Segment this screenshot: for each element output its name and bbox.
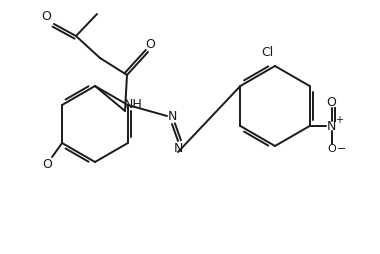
Text: O: O: [145, 38, 155, 51]
Text: +: +: [335, 115, 343, 125]
Text: O: O: [42, 158, 52, 171]
Text: Cl: Cl: [261, 45, 273, 58]
Text: −: −: [337, 144, 346, 154]
Text: N: N: [327, 119, 336, 133]
Text: NH: NH: [124, 99, 142, 112]
Text: O: O: [327, 97, 337, 109]
Text: O: O: [41, 10, 51, 24]
Text: N: N: [167, 110, 177, 123]
Text: O: O: [327, 144, 336, 154]
Text: N: N: [173, 141, 183, 154]
